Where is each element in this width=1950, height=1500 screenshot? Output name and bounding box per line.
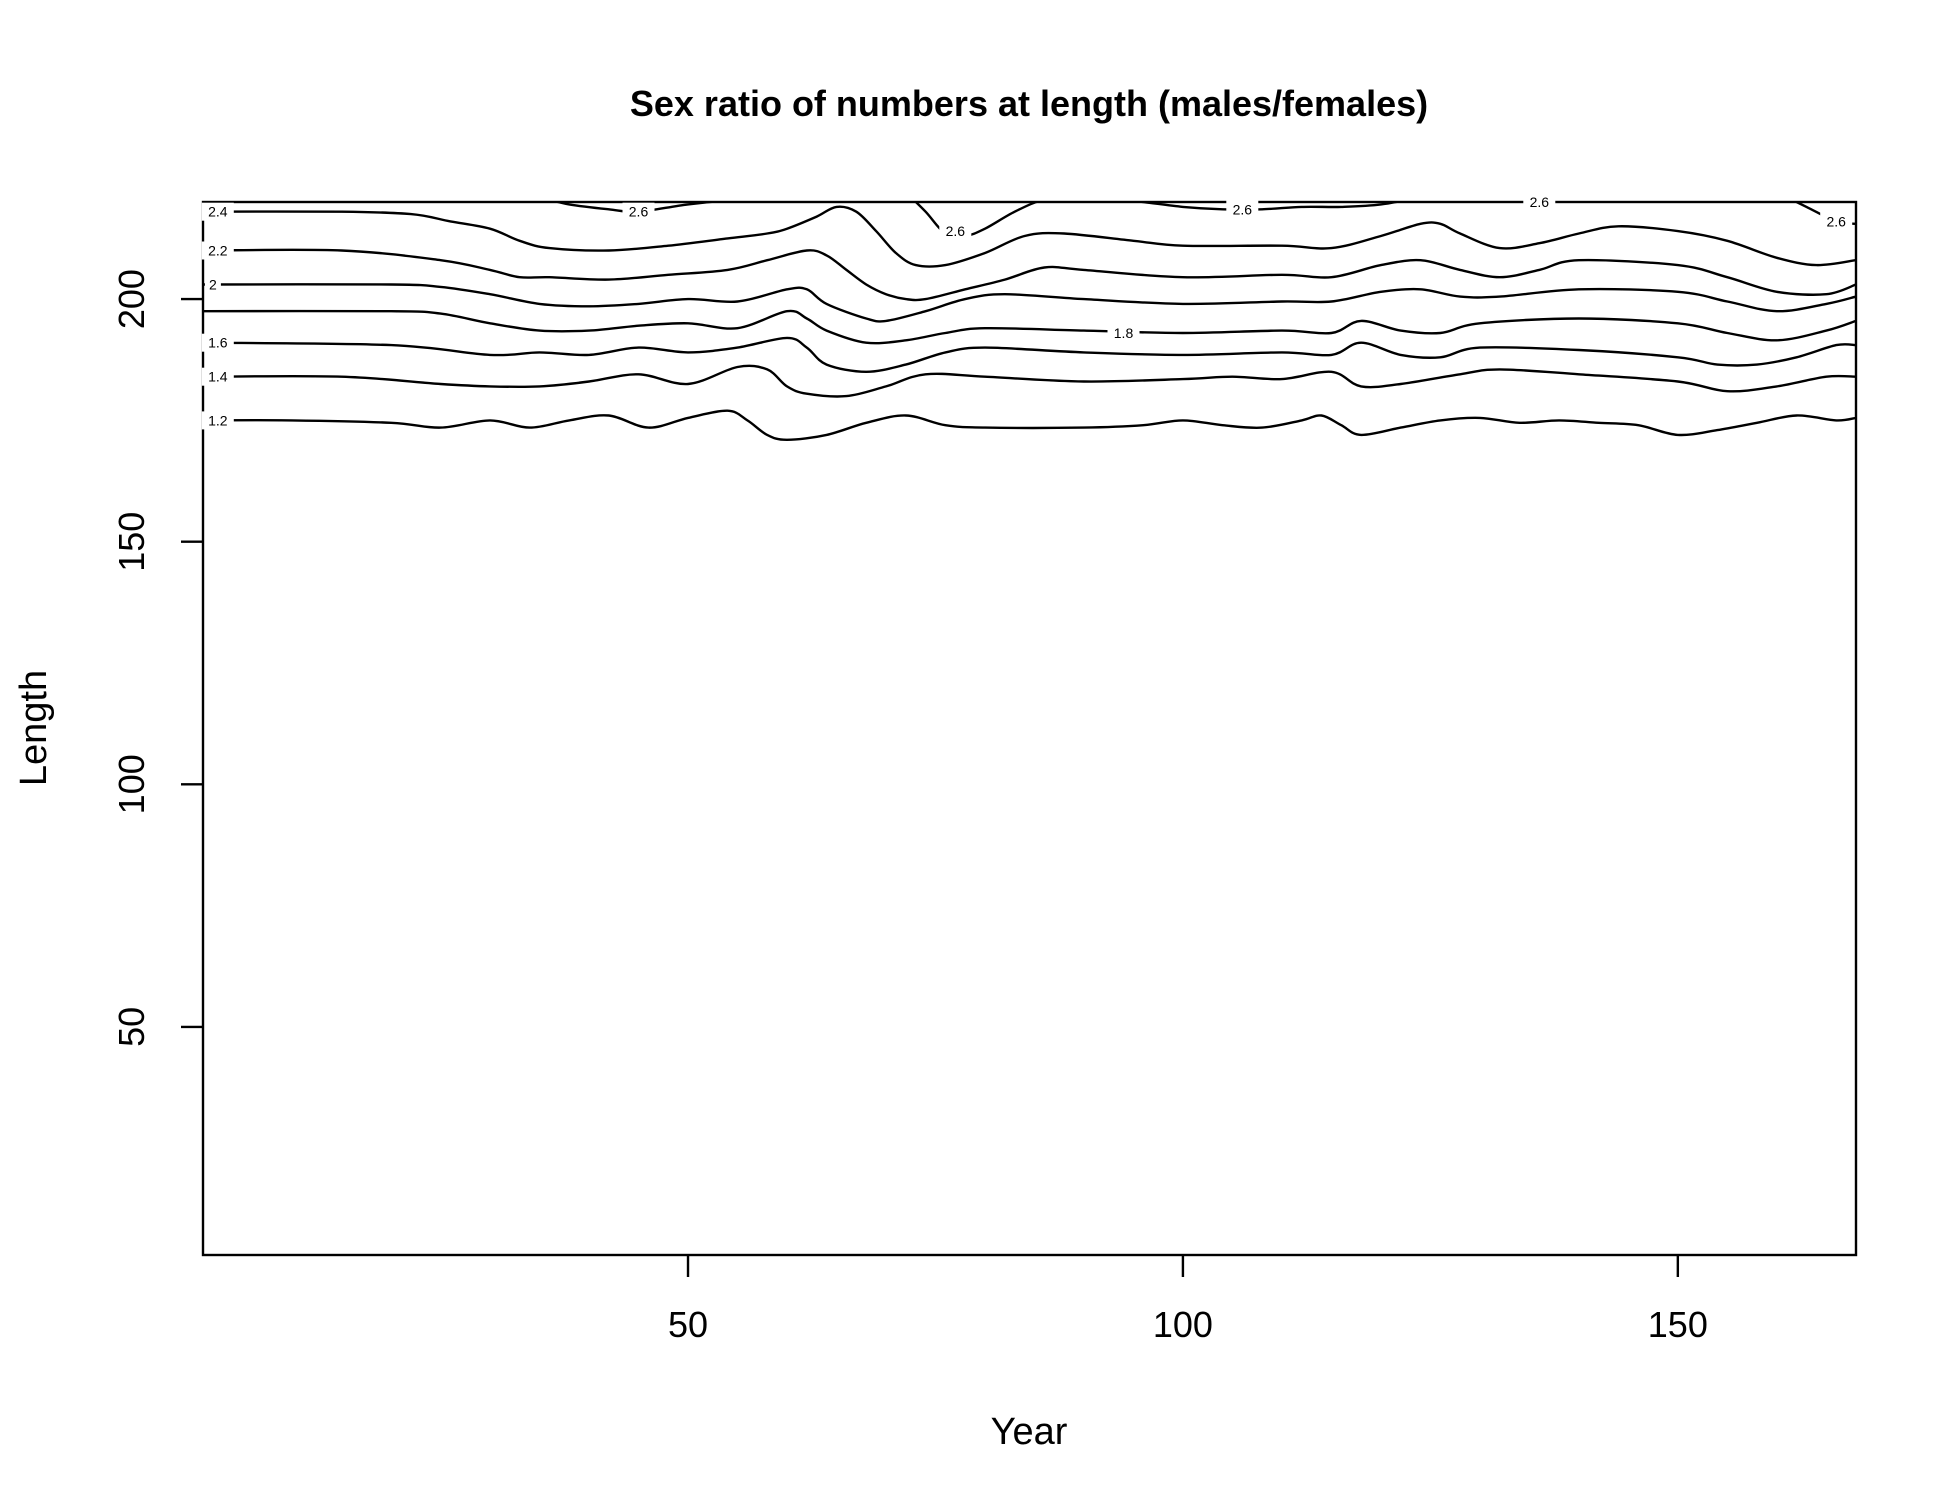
x-axis: 50 100 150 xyxy=(668,1255,1708,1345)
contour-label-8: 1.8 xyxy=(1114,325,1134,341)
contour-line-2-4-6 xyxy=(203,205,1856,268)
contour-line-2-2-5 xyxy=(203,248,1856,302)
contour-line-2-6-9 xyxy=(1133,202,1403,211)
x-tick-label-150: 150 xyxy=(1648,1304,1708,1345)
contour-label-bg xyxy=(1820,212,1853,231)
y-tick-label-100: 100 xyxy=(111,754,152,814)
contour-label-10: 2.6 xyxy=(1530,194,1550,210)
plot-frame xyxy=(201,200,1858,1257)
contour-labels: 2.4 2.2 2 1.6 1.4 1.2 2.6 2.6 1.8 2.6 2.6 2.6 xyxy=(201,193,1853,430)
contour-label-11: 2.6 xyxy=(1826,213,1846,229)
contour-label-bg xyxy=(201,411,234,430)
contour-label-6: 2.6 xyxy=(629,204,649,220)
x-tick-label-100: 100 xyxy=(1153,1304,1213,1345)
contour-line-1-4-1 xyxy=(203,364,1856,398)
contour-label-0: 2.4 xyxy=(208,204,228,220)
contour-lines xyxy=(203,202,1856,442)
contour-label-bg xyxy=(201,367,234,386)
contour-label-bg xyxy=(201,333,234,352)
contour-label-3: 1.6 xyxy=(208,335,228,351)
y-tick-label-150: 150 xyxy=(111,512,152,572)
x-tick-label-50: 50 xyxy=(668,1304,708,1345)
contour-label-9: 2.6 xyxy=(1233,201,1253,217)
contour-label-bg xyxy=(939,222,972,241)
contour-label-bg xyxy=(622,202,655,221)
y-tick-label-200: 200 xyxy=(111,269,152,329)
y-axis-label: Length xyxy=(13,670,55,786)
contour-label-5: 1.2 xyxy=(208,412,228,428)
contour-label-2: 2 xyxy=(209,277,217,293)
contour-label-7: 2.6 xyxy=(946,223,966,239)
contour-label-bg xyxy=(1226,200,1259,219)
contour-line-2-4 xyxy=(203,283,1856,323)
x-axis-label: Year xyxy=(991,1411,1068,1453)
chart-title: Sex ratio of numbers at length (males/fe… xyxy=(630,83,1428,124)
contour-label-bg xyxy=(1523,193,1556,211)
contour-label-bg xyxy=(201,202,234,221)
contour-line-1-2-0 xyxy=(203,409,1856,442)
contour-line-1-8-3 xyxy=(203,309,1856,345)
contour-label-bg xyxy=(1107,324,1140,342)
y-axis: 50 100 150 200 xyxy=(111,269,203,1047)
contour-label-4: 1.4 xyxy=(208,369,228,385)
contour-label-bg xyxy=(201,241,234,260)
contour-label-bg xyxy=(204,275,221,294)
contour-line-2-6-7 xyxy=(552,202,723,214)
y-tick-label-50: 50 xyxy=(111,1007,152,1047)
contour-line-1-6-2 xyxy=(203,336,1856,374)
contour-label-1: 2.2 xyxy=(208,243,228,259)
contour-line-2-6-8 xyxy=(914,202,1041,238)
